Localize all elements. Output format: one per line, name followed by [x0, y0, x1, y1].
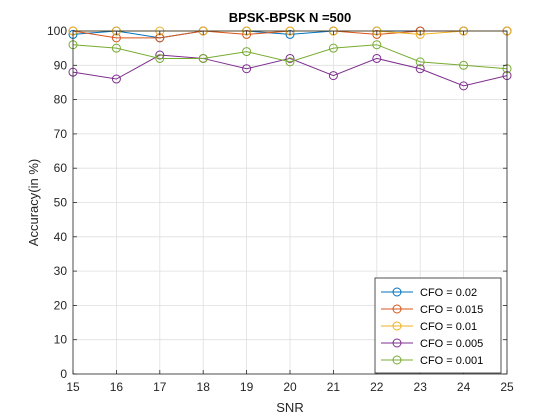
y-tick-label: 10 [54, 333, 68, 347]
x-tick-label: 24 [457, 380, 471, 394]
y-tick-label: 80 [54, 93, 68, 107]
x-tick-label: 17 [153, 380, 167, 394]
y-tick-label: 50 [54, 196, 68, 210]
series-line [72, 44, 508, 70]
series-5 [68, 40, 512, 74]
data-point [415, 64, 425, 74]
legend-marker [392, 338, 402, 348]
legend-label: CFO = 0.005 [420, 338, 483, 350]
y-tick-label: 40 [54, 230, 68, 244]
data-point [372, 40, 382, 50]
data-point [242, 29, 252, 39]
x-tick-label: 23 [414, 380, 428, 394]
data-point [155, 53, 165, 63]
data-point [111, 74, 121, 84]
legend-item: CFO = 0.005 [381, 338, 483, 350]
y-tick-label: 100 [47, 24, 67, 38]
chart-title: BPSK-BPSK N =500 [229, 10, 351, 25]
series-line [72, 54, 508, 87]
data-point [459, 81, 469, 91]
x-tick-label: 20 [283, 380, 297, 394]
tick-labels: 15 16 17 18 19 20 21 22 23 24 25 0 10 20 30 40 50 60 70 80 9… [47, 24, 514, 394]
data-point [328, 71, 338, 81]
data-point [242, 47, 252, 57]
data-point [285, 53, 295, 63]
y-tick-label: 70 [54, 127, 68, 141]
x-tick-label: 16 [110, 380, 124, 394]
legend-item: CFO = 0.01 [381, 321, 477, 333]
legend-marker [392, 304, 402, 314]
y-tick-label: 20 [54, 298, 68, 312]
legend-item: CFO = 0.015 [381, 304, 483, 316]
y-tick-label: 30 [54, 264, 68, 278]
data-point [111, 43, 121, 53]
data-point [328, 43, 338, 53]
data-point [372, 29, 382, 39]
data-point [242, 64, 252, 74]
x-tick-label: 22 [370, 380, 384, 394]
y-axis-label: Accuracy(in %) [26, 159, 41, 246]
data-point [415, 29, 425, 39]
ticks [72, 30, 508, 375]
data-point [372, 53, 382, 63]
y-tick-label: 0 [60, 367, 67, 381]
x-tick-label: 21 [327, 380, 341, 394]
y-tick-label: 90 [54, 58, 68, 72]
legend-label: CFO = 0.001 [420, 355, 483, 367]
data-point [285, 29, 295, 39]
legend-item: CFO = 0.001 [381, 355, 483, 367]
data-point [415, 57, 425, 67]
x-tick-label: 18 [197, 380, 211, 394]
legend-marker [392, 287, 402, 297]
legend-marker [392, 321, 402, 331]
y-tick-label: 60 [54, 161, 68, 175]
legend-label: CFO = 0.01 [420, 321, 477, 333]
legend: CFO = 0.02 CFO = 0.015 CFO = 0.01 CFO = 0.0… [374, 277, 502, 374]
x-tick-label: 25 [500, 380, 514, 394]
x-tick-label: 15 [66, 380, 80, 394]
data-point [198, 53, 208, 63]
legend-item: CFO = 0.02 [381, 287, 477, 299]
legend-label: CFO = 0.015 [420, 304, 483, 316]
legend-label: CFO = 0.02 [420, 287, 477, 299]
data-point [285, 57, 295, 67]
data-point [155, 50, 165, 60]
legend-marker [392, 355, 402, 365]
data-point [459, 60, 469, 70]
x-tick-label: 19 [240, 380, 254, 394]
x-axis-label: SNR [276, 400, 303, 415]
